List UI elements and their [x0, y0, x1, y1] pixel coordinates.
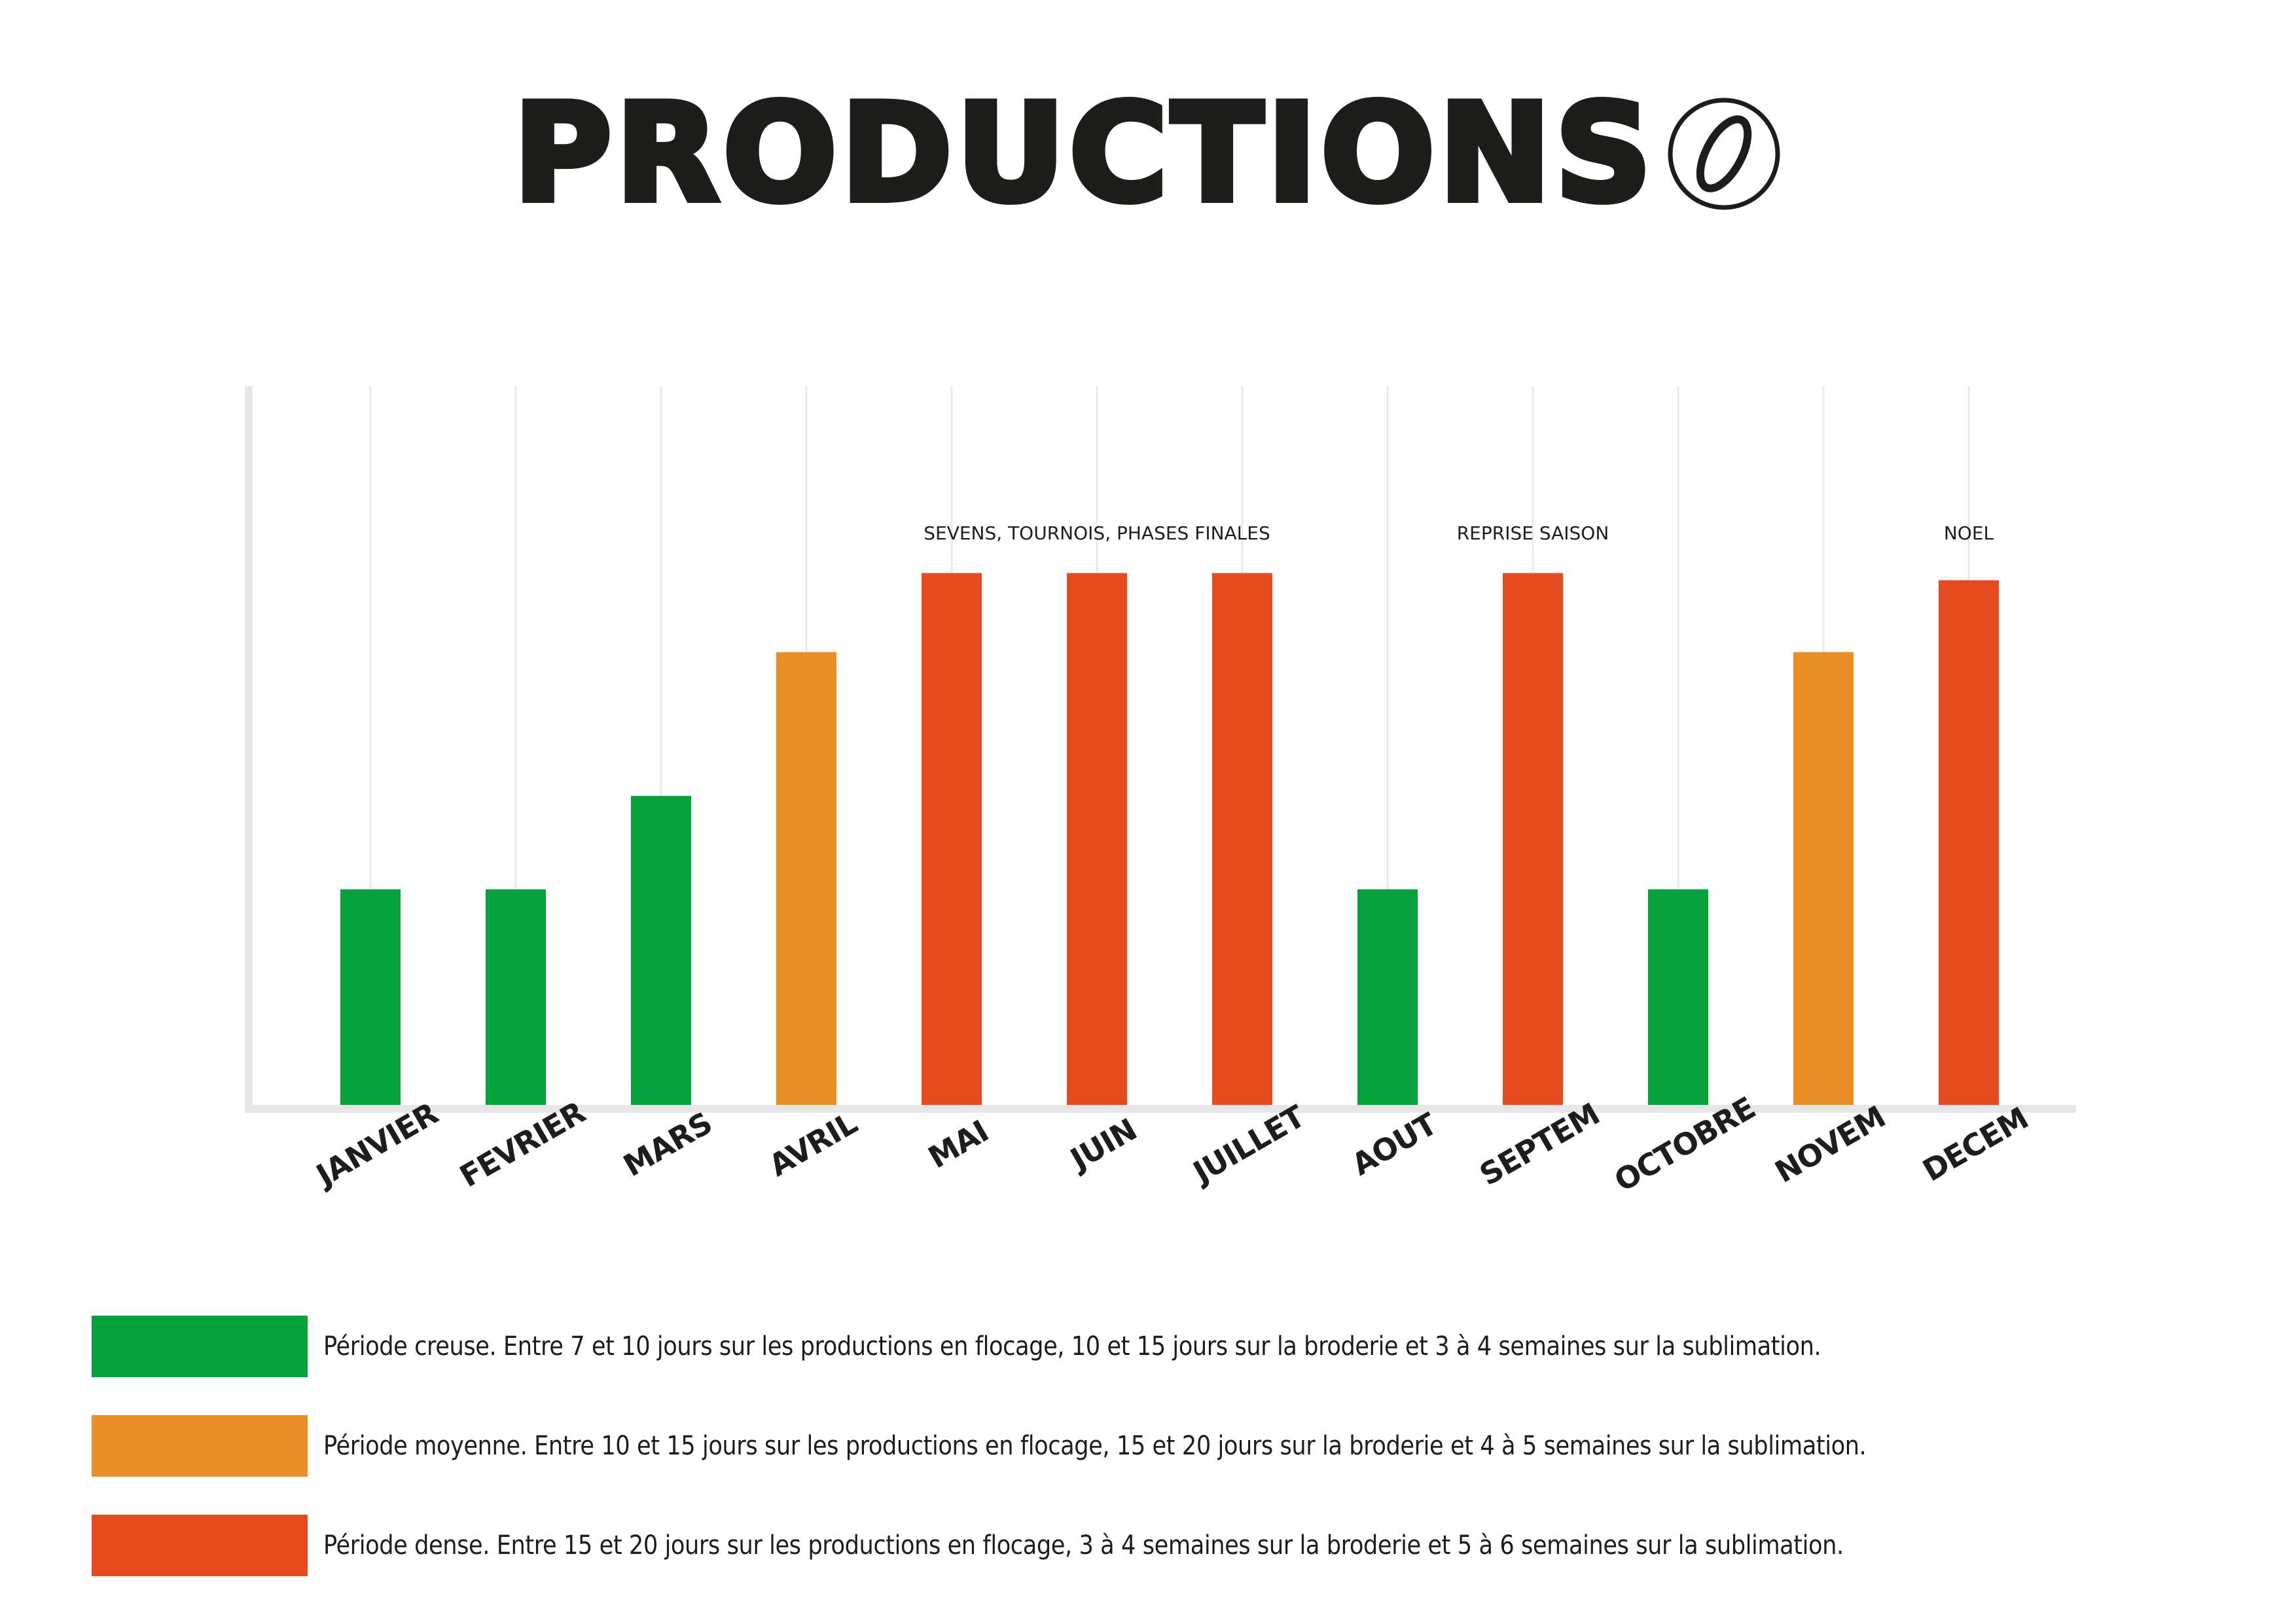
annotation-label: SEVENS, TOURNOIS, PHASES FINALES	[924, 522, 1270, 544]
brand-logo-icon	[1668, 98, 1780, 210]
bar-decem	[1939, 580, 1999, 1105]
legend-item-low: Période creuse. Entre 7 et 10 jours sur …	[92, 1316, 2025, 1377]
tick-label: AVRIL	[763, 1105, 863, 1183]
bar-septem	[1503, 573, 1563, 1105]
tick-label: MARS	[617, 1105, 717, 1183]
title-area: PRODUCTIONS	[0, 69, 2296, 239]
legend-swatch	[92, 1515, 308, 1576]
annotation-label: NOEL	[1944, 522, 1994, 544]
legend-swatch	[92, 1316, 308, 1377]
annotation-label: REPRISE SAISON	[1457, 522, 1609, 544]
page-title: PRODUCTIONS	[510, 75, 1656, 232]
tick-label: AOUT	[1346, 1106, 1443, 1182]
bar-janvier	[340, 889, 401, 1105]
bar-juin	[1067, 573, 1127, 1105]
tick-label: DECEM	[1916, 1100, 2034, 1189]
bar-juillet	[1212, 573, 1272, 1105]
bar-mai	[922, 573, 982, 1105]
legend-swatch	[92, 1415, 308, 1477]
legend-text: Période dense. Entre 15 et 20 jours sur …	[323, 1530, 1844, 1561]
bar-fevrier	[486, 889, 546, 1105]
bar-chart: JANVIER FEVRIER MARS AVRIL MAI JUIN JUILLET AOU…	[245, 386, 2076, 1199]
bar-octobre	[1648, 889, 1708, 1105]
legend-text: Période creuse. Entre 7 et 10 jours sur …	[323, 1331, 1821, 1362]
bar-avril	[776, 652, 836, 1105]
bar-aout	[1357, 889, 1418, 1105]
legend-item-high: Période dense. Entre 15 et 20 jours sur …	[92, 1515, 2051, 1576]
tick-label: JUIN	[1063, 1111, 1142, 1178]
bar-mars	[631, 795, 691, 1105]
bar-novem	[1793, 652, 1854, 1105]
legend-item-medium: Période moyenne. Entre 10 et 15 jours su…	[92, 1415, 2077, 1477]
legend-text: Période moyenne. Entre 10 et 15 jours su…	[323, 1431, 1867, 1461]
tick-label: MAI	[922, 1113, 994, 1176]
